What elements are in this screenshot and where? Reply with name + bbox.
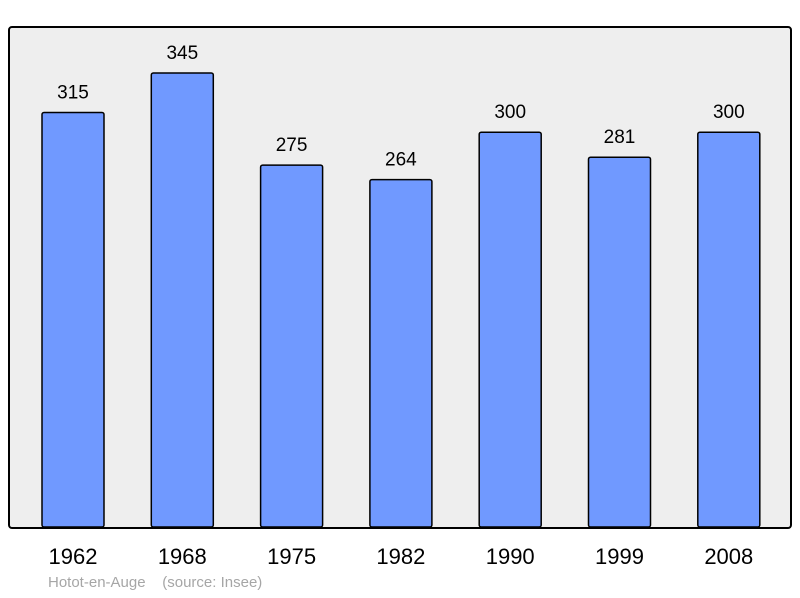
x-tick-1968: 1968 — [158, 544, 207, 569]
value-label-1982: 264 — [385, 150, 417, 171]
bar-1982 — [369, 178, 433, 528]
value-labels: 315 345 275 264 300 281 300 — [57, 43, 745, 171]
x-axis-tick-labels: 1962 1968 1975 1982 1990 1999 2008 — [49, 544, 754, 569]
caption-source: (source: Insee) — [162, 574, 263, 591]
bar-1990 — [478, 131, 542, 528]
x-tick-1999: 1999 — [595, 544, 644, 569]
value-label-1999: 281 — [604, 127, 636, 148]
x-tick-1975: 1975 — [267, 544, 316, 569]
value-label-1962: 315 — [57, 83, 89, 104]
bar-1968 — [150, 72, 215, 528]
caption-place: Hotot-en-Auge — [48, 574, 146, 591]
value-label-1990: 300 — [494, 102, 526, 123]
value-label-1975: 275 — [276, 135, 308, 156]
bar-1975 — [259, 164, 324, 528]
chart-caption: Hotot-en-Auge (source: Insee) — [48, 574, 262, 591]
value-label-2008: 300 — [713, 102, 745, 123]
value-label-1968: 345 — [166, 43, 198, 64]
bar-2008 — [697, 131, 761, 528]
bar-1999 — [587, 156, 652, 528]
x-tick-1962: 1962 — [49, 544, 98, 569]
x-tick-1990: 1990 — [486, 544, 535, 569]
x-tick-1982: 1982 — [376, 544, 425, 569]
bar-1962 — [41, 111, 105, 528]
bars — [41, 72, 761, 528]
x-tick-2008: 2008 — [704, 544, 753, 569]
